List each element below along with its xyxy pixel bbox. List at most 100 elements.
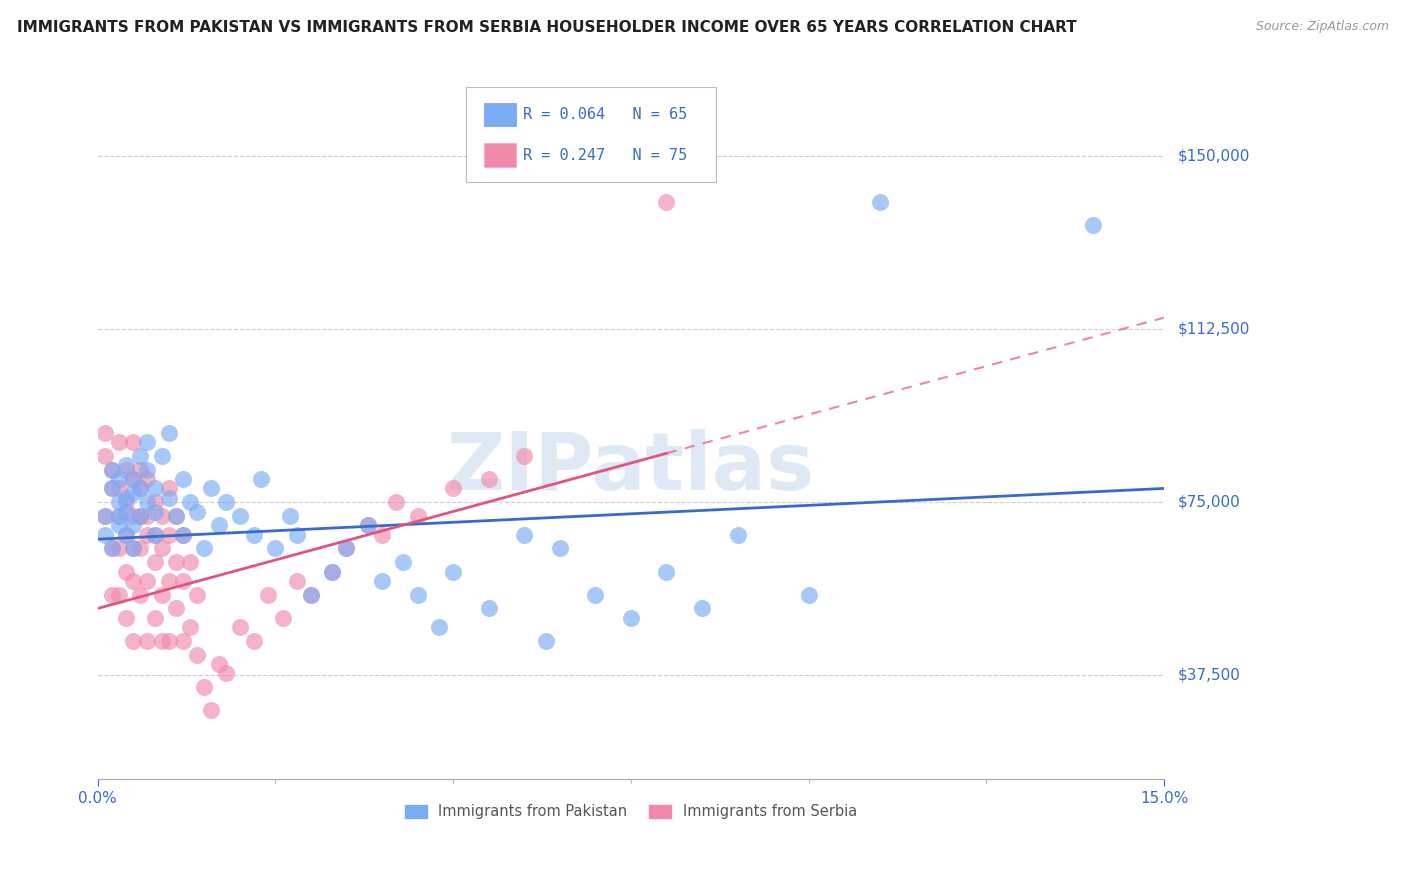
Point [513,449,536,463]
Point [129,463,152,477]
Point [136,435,159,450]
Point [357,518,380,533]
Point [257,588,280,602]
Point [371,574,394,588]
Point [129,482,152,496]
Point [115,491,138,505]
Point [193,680,215,694]
Point [869,195,891,210]
Point [179,495,201,509]
Point [122,541,145,556]
Point [136,633,159,648]
Point [129,588,152,602]
Point [172,633,194,648]
Point [441,482,464,496]
Point [108,509,131,524]
Point [143,527,166,541]
Point [115,463,138,477]
Point [122,435,145,450]
Text: $150,000: $150,000 [1178,149,1250,163]
Point [143,482,166,496]
Point [129,509,152,524]
Point [513,527,536,541]
Point [143,504,166,518]
Point [427,620,450,634]
Point [157,491,180,505]
Point [406,588,429,602]
Point [299,588,322,602]
Point [406,509,429,524]
Point [200,703,222,717]
Point [179,555,201,569]
Point [115,504,138,518]
Point [129,509,152,524]
Legend: Immigrants from Pakistan, Immigrants from Serbia: Immigrants from Pakistan, Immigrants fro… [399,798,863,825]
Point [655,195,678,210]
Point [335,541,357,556]
Point [548,541,571,556]
Point [165,509,187,524]
Point [165,601,187,615]
Point [150,449,173,463]
Point [122,518,145,533]
Point [94,509,117,524]
Point [229,509,252,524]
Point [200,482,222,496]
Point [94,425,117,440]
Point [357,518,380,533]
Point [157,574,180,588]
Point [150,541,173,556]
Point [108,495,131,509]
Point [136,472,159,486]
FancyBboxPatch shape [484,144,516,167]
Point [143,495,166,509]
Point [278,509,301,524]
Point [101,588,124,602]
Point [172,574,194,588]
Point [115,610,138,624]
Point [150,509,173,524]
Text: R = 0.064   N = 65: R = 0.064 N = 65 [523,107,688,122]
Point [371,527,394,541]
Point [101,463,124,477]
Text: $37,500: $37,500 [1178,668,1241,683]
Point [193,541,215,556]
Point [321,565,343,579]
Point [150,588,173,602]
Point [157,425,180,440]
Point [94,527,117,541]
Point [441,565,464,579]
Point [165,509,187,524]
Point [136,463,159,477]
Point [122,574,145,588]
Point [129,482,152,496]
Point [229,620,252,634]
Text: ZIPatlas: ZIPatlas [447,429,815,508]
Point [620,610,643,624]
Point [115,527,138,541]
Point [321,565,343,579]
Point [115,458,138,473]
Point [115,527,138,541]
Point [797,588,820,602]
Point [285,574,308,588]
Point [186,504,208,518]
Point [250,472,273,486]
Point [122,633,145,648]
Point [583,588,606,602]
Point [655,565,678,579]
Point [392,555,415,569]
Point [285,527,308,541]
Point [108,588,131,602]
Point [478,601,501,615]
Point [335,541,357,556]
Point [122,486,145,500]
Point [214,495,236,509]
Point [129,541,152,556]
Point [101,482,124,496]
Point [136,527,159,541]
Point [122,472,145,486]
Text: IMMIGRANTS FROM PAKISTAN VS IMMIGRANTS FROM SERBIA HOUSEHOLDER INCOME OVER 65 YE: IMMIGRANTS FROM PAKISTAN VS IMMIGRANTS F… [17,20,1077,35]
Point [108,518,131,533]
Point [385,495,408,509]
